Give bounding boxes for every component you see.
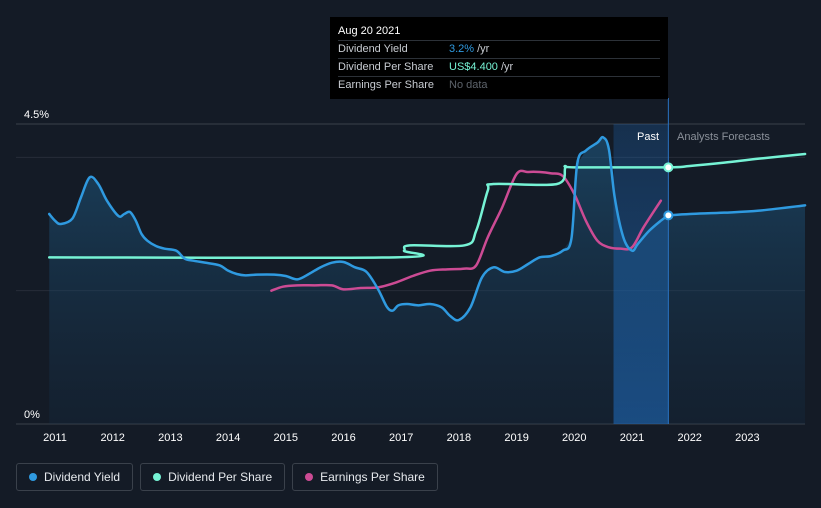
legend-item-earnings-per-share[interactable]: Earnings Per Share: [292, 463, 438, 491]
legend-label: Earnings Per Share: [320, 470, 425, 484]
tooltip-label: Dividend Yield: [338, 43, 408, 55]
dividend-yield-forecast-line: [667, 204, 807, 217]
tooltip-value: No data: [449, 79, 488, 91]
dividend-yield-line: [47, 135, 670, 322]
legend: Dividend Yield Dividend Per Share Earnin…: [16, 463, 438, 491]
dividend-per-share-marker: [663, 162, 674, 173]
earnings-per-share-line: [270, 169, 663, 292]
plot-areas: [49, 137, 806, 425]
legend-label: Dividend Per Share: [168, 470, 273, 484]
tooltip-row-dividend-yield: Dividend Yield 3.2% /yr: [338, 40, 660, 58]
tooltip-label: Earnings Per Share: [338, 79, 434, 91]
x-tick-label: 2014: [216, 432, 240, 444]
dividend-yield-marker: [663, 210, 674, 221]
axes: 4.5% 0%2011 2012 2013 2014 2015 2016 2017 2018 20…: [24, 109, 760, 444]
x-tick-label: 2018: [447, 432, 471, 444]
tooltip: Aug 20 2021 Dividend Yield 3.2% /yr Divi…: [330, 17, 668, 99]
x-tick-label: 2021: [620, 432, 644, 444]
legend-item-dividend-per-share[interactable]: Dividend Per Share: [140, 463, 286, 491]
earnings-per-share-dot-icon: [305, 473, 314, 481]
x-tick-label: 2016: [331, 432, 355, 444]
past-label: Past: [637, 131, 659, 143]
x-tick-label: 2013: [158, 432, 182, 444]
markers: [663, 162, 674, 221]
tooltip-label: Dividend Per Share: [338, 61, 434, 73]
x-tick-label: 2019: [504, 432, 528, 444]
tooltip-row-earnings-per-share: Earnings Per Share No data: [338, 76, 660, 94]
tooltip-value: US$4.400: [449, 61, 498, 73]
past-highlight-band: [613, 124, 669, 424]
legend-item-dividend-yield[interactable]: Dividend Yield: [16, 463, 134, 491]
dividend-per-share-dot-icon: [153, 473, 162, 481]
tooltip-value: 3.2%: [449, 43, 475, 55]
y-tick-label: 0%: [24, 409, 40, 421]
series-lines: [47, 135, 807, 322]
past-highlight: [613, 98, 669, 424]
x-tick-label: 2020: [562, 432, 586, 444]
legend-label: Dividend Yield: [44, 470, 121, 484]
tooltip-row-dividend-per-share: Dividend Per Share US$4.400 /yr: [338, 58, 660, 76]
dividend-per-share-line: [47, 152, 807, 260]
x-tick-label: 2022: [677, 432, 701, 444]
x-tick-label: 2012: [100, 432, 124, 444]
x-tick-label: 2015: [274, 432, 298, 444]
x-tick-label: 2017: [389, 432, 413, 444]
dividend-yield-dot-icon: [29, 473, 37, 481]
y-tick-label: 4.5%: [24, 109, 49, 121]
x-tick-label: 2011: [43, 432, 67, 444]
tooltip-unit: /yr: [477, 43, 490, 55]
tooltip-date: Aug 20 2021: [338, 25, 401, 37]
tooltip-unit: /yr: [500, 61, 514, 73]
dividend-yield-area: [49, 137, 806, 425]
analysts-forecasts-label: Analysts Forecasts: [677, 131, 770, 143]
x-tick-label: 2023: [735, 432, 759, 444]
